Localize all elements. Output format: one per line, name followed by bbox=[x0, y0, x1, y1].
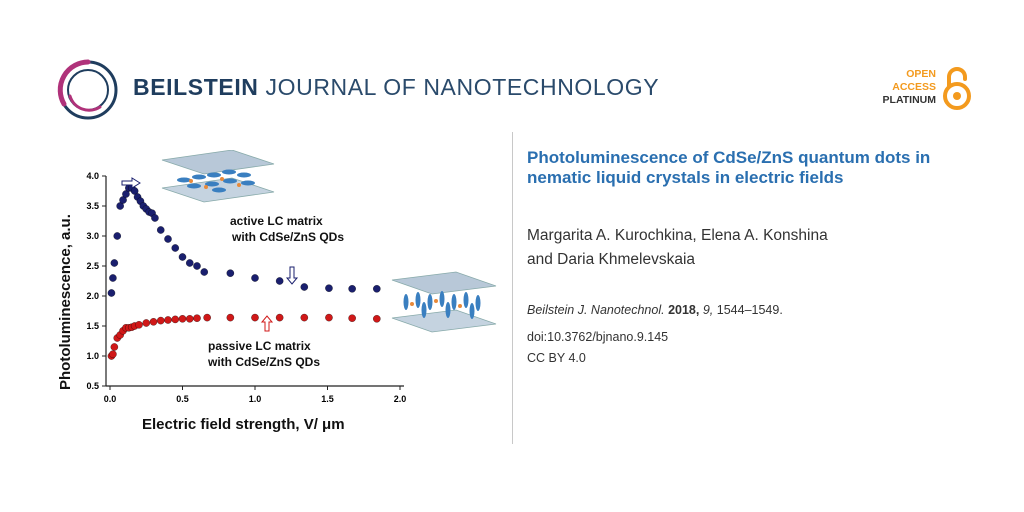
data-point-series-1 bbox=[200, 268, 208, 276]
data-point-series-2 bbox=[185, 315, 194, 323]
data-point-series-2 bbox=[325, 313, 333, 322]
y-tick-label: 3.5 bbox=[86, 201, 99, 211]
journal-abbrev: Beilstein J. Nanotechnol. bbox=[527, 303, 665, 317]
data-point-series-1 bbox=[226, 269, 235, 277]
doi-link[interactable]: doi:10.3762/bjnano.9.145 bbox=[527, 330, 669, 344]
journal-name-bold: BEILSTEIN bbox=[133, 74, 259, 100]
journal-name-rest: JOURNAL OF NANOTECHNOLOGY bbox=[258, 74, 660, 100]
oa-line-platinum: PLATINUM bbox=[882, 94, 936, 106]
data-point-series-1 bbox=[119, 196, 127, 204]
data-point-series-2 bbox=[300, 313, 309, 322]
annotation-passive-line2: with CdSe/ZnS QDs bbox=[207, 355, 320, 369]
x-tick-label: 1.5 bbox=[321, 394, 334, 404]
data-point-series-1 bbox=[122, 190, 130, 198]
data-point-series-2 bbox=[109, 350, 117, 358]
data-point-series-2 bbox=[135, 321, 143, 329]
y-tick-label: 4.0 bbox=[86, 171, 99, 181]
data-point-series-1 bbox=[373, 285, 381, 293]
y-tick-label: 2.5 bbox=[86, 261, 99, 271]
data-point-series-1 bbox=[110, 259, 119, 267]
beilstein-logo-icon bbox=[57, 59, 118, 120]
data-point-series-1 bbox=[107, 289, 116, 297]
journal-title: BEILSTEIN JOURNAL OF NANOTECHNOLOGY bbox=[133, 74, 659, 101]
open-access-badge: OPEN ACCESS PLATINUM bbox=[862, 68, 936, 107]
article-title[interactable]: Photoluminescence of CdSe/ZnS quantum do… bbox=[527, 148, 931, 187]
data-point-series-1 bbox=[325, 284, 333, 292]
y-tick-label: 2.0 bbox=[86, 291, 99, 301]
vertical-divider bbox=[512, 132, 513, 444]
data-point-series-2 bbox=[171, 315, 180, 324]
data-point-series-1 bbox=[275, 277, 284, 285]
active-peak-arrow-icon bbox=[121, 177, 141, 189]
author-list: Margarita A. Kurochkina, Elena A. Konshi… bbox=[527, 224, 967, 272]
y-tick-label: 0.5 bbox=[86, 381, 99, 391]
x-tick-label: 0.0 bbox=[104, 394, 117, 404]
data-point-series-2 bbox=[226, 313, 235, 322]
data-point-series-2 bbox=[178, 315, 187, 323]
data-point-series-1 bbox=[193, 262, 201, 270]
x-axis-label: Electric field strength, V/ μm bbox=[142, 416, 345, 433]
data-point-series-1 bbox=[116, 202, 124, 210]
x-tick-label: 1.0 bbox=[249, 394, 262, 404]
y-tick-label: 3.0 bbox=[86, 231, 99, 241]
data-point-series-2 bbox=[275, 313, 284, 322]
data-point-series-2 bbox=[251, 313, 259, 322]
passive-lc-cell-illustration bbox=[391, 271, 497, 333]
y-tick-label: 1.0 bbox=[86, 351, 99, 361]
citation: Beilstein J. Nanotechnol. 2018, 9, 1544–… bbox=[527, 303, 967, 317]
data-point-series-1 bbox=[113, 232, 122, 240]
authors-line-2: and Daria Khmelevskaia bbox=[527, 251, 696, 268]
active-down-arrow-icon bbox=[285, 266, 299, 285]
data-point-series-2 bbox=[142, 319, 151, 327]
y-axis-label: Photoluminescence, a.u. bbox=[57, 214, 74, 390]
passive-up-arrow-icon bbox=[260, 315, 274, 332]
data-point-series-2 bbox=[149, 318, 158, 326]
data-point-series-1 bbox=[151, 214, 159, 222]
annotation-passive-line1: passive LC matrix bbox=[208, 339, 311, 353]
graphical-abstract-figure: 0.0 0.5 1.0 1.5 2.00.51.01.52.02.53.03.54.0 … bbox=[57, 150, 497, 433]
data-point-series-1 bbox=[348, 285, 356, 293]
annotation-active-line2: with CdSe/ZnS QDs bbox=[231, 230, 344, 244]
data-point-series-1 bbox=[251, 274, 259, 282]
data-point-series-1 bbox=[109, 274, 117, 282]
data-point-series-2 bbox=[373, 315, 381, 323]
data-point-series-2 bbox=[157, 316, 165, 325]
license[interactable]: CC BY 4.0 bbox=[527, 351, 586, 365]
pages: 1544–1549. bbox=[716, 303, 783, 317]
annotation-active-line1: active LC matrix bbox=[230, 214, 323, 228]
data-point-series-2 bbox=[348, 314, 356, 322]
data-point-series-1 bbox=[130, 187, 139, 195]
volume: 9, bbox=[702, 303, 714, 317]
x-tick-label: 2.0 bbox=[394, 394, 407, 404]
oa-line-open: OPEN bbox=[906, 68, 936, 80]
year: 2018, bbox=[668, 303, 700, 317]
data-point-series-1 bbox=[178, 253, 187, 261]
data-point-series-1 bbox=[185, 259, 194, 267]
data-point-series-1 bbox=[171, 244, 180, 252]
data-point-series-1 bbox=[164, 235, 172, 243]
active-lc-cell-illustration bbox=[161, 150, 275, 203]
authors-line-1: Margarita A. Kurochkina, Elena A. Konshi… bbox=[527, 227, 828, 244]
data-point-series-1 bbox=[300, 283, 309, 291]
open-access-lock-icon bbox=[943, 67, 971, 110]
data-point-series-2 bbox=[164, 316, 172, 324]
oa-line-access: ACCESS bbox=[892, 81, 936, 93]
y-tick-label: 1.5 bbox=[86, 321, 99, 331]
data-point-series-1 bbox=[157, 226, 165, 234]
data-point-series-2 bbox=[110, 343, 119, 351]
x-tick-label: 0.5 bbox=[176, 394, 189, 404]
data-point-series-2 bbox=[193, 314, 201, 322]
data-point-series-2 bbox=[203, 313, 211, 322]
